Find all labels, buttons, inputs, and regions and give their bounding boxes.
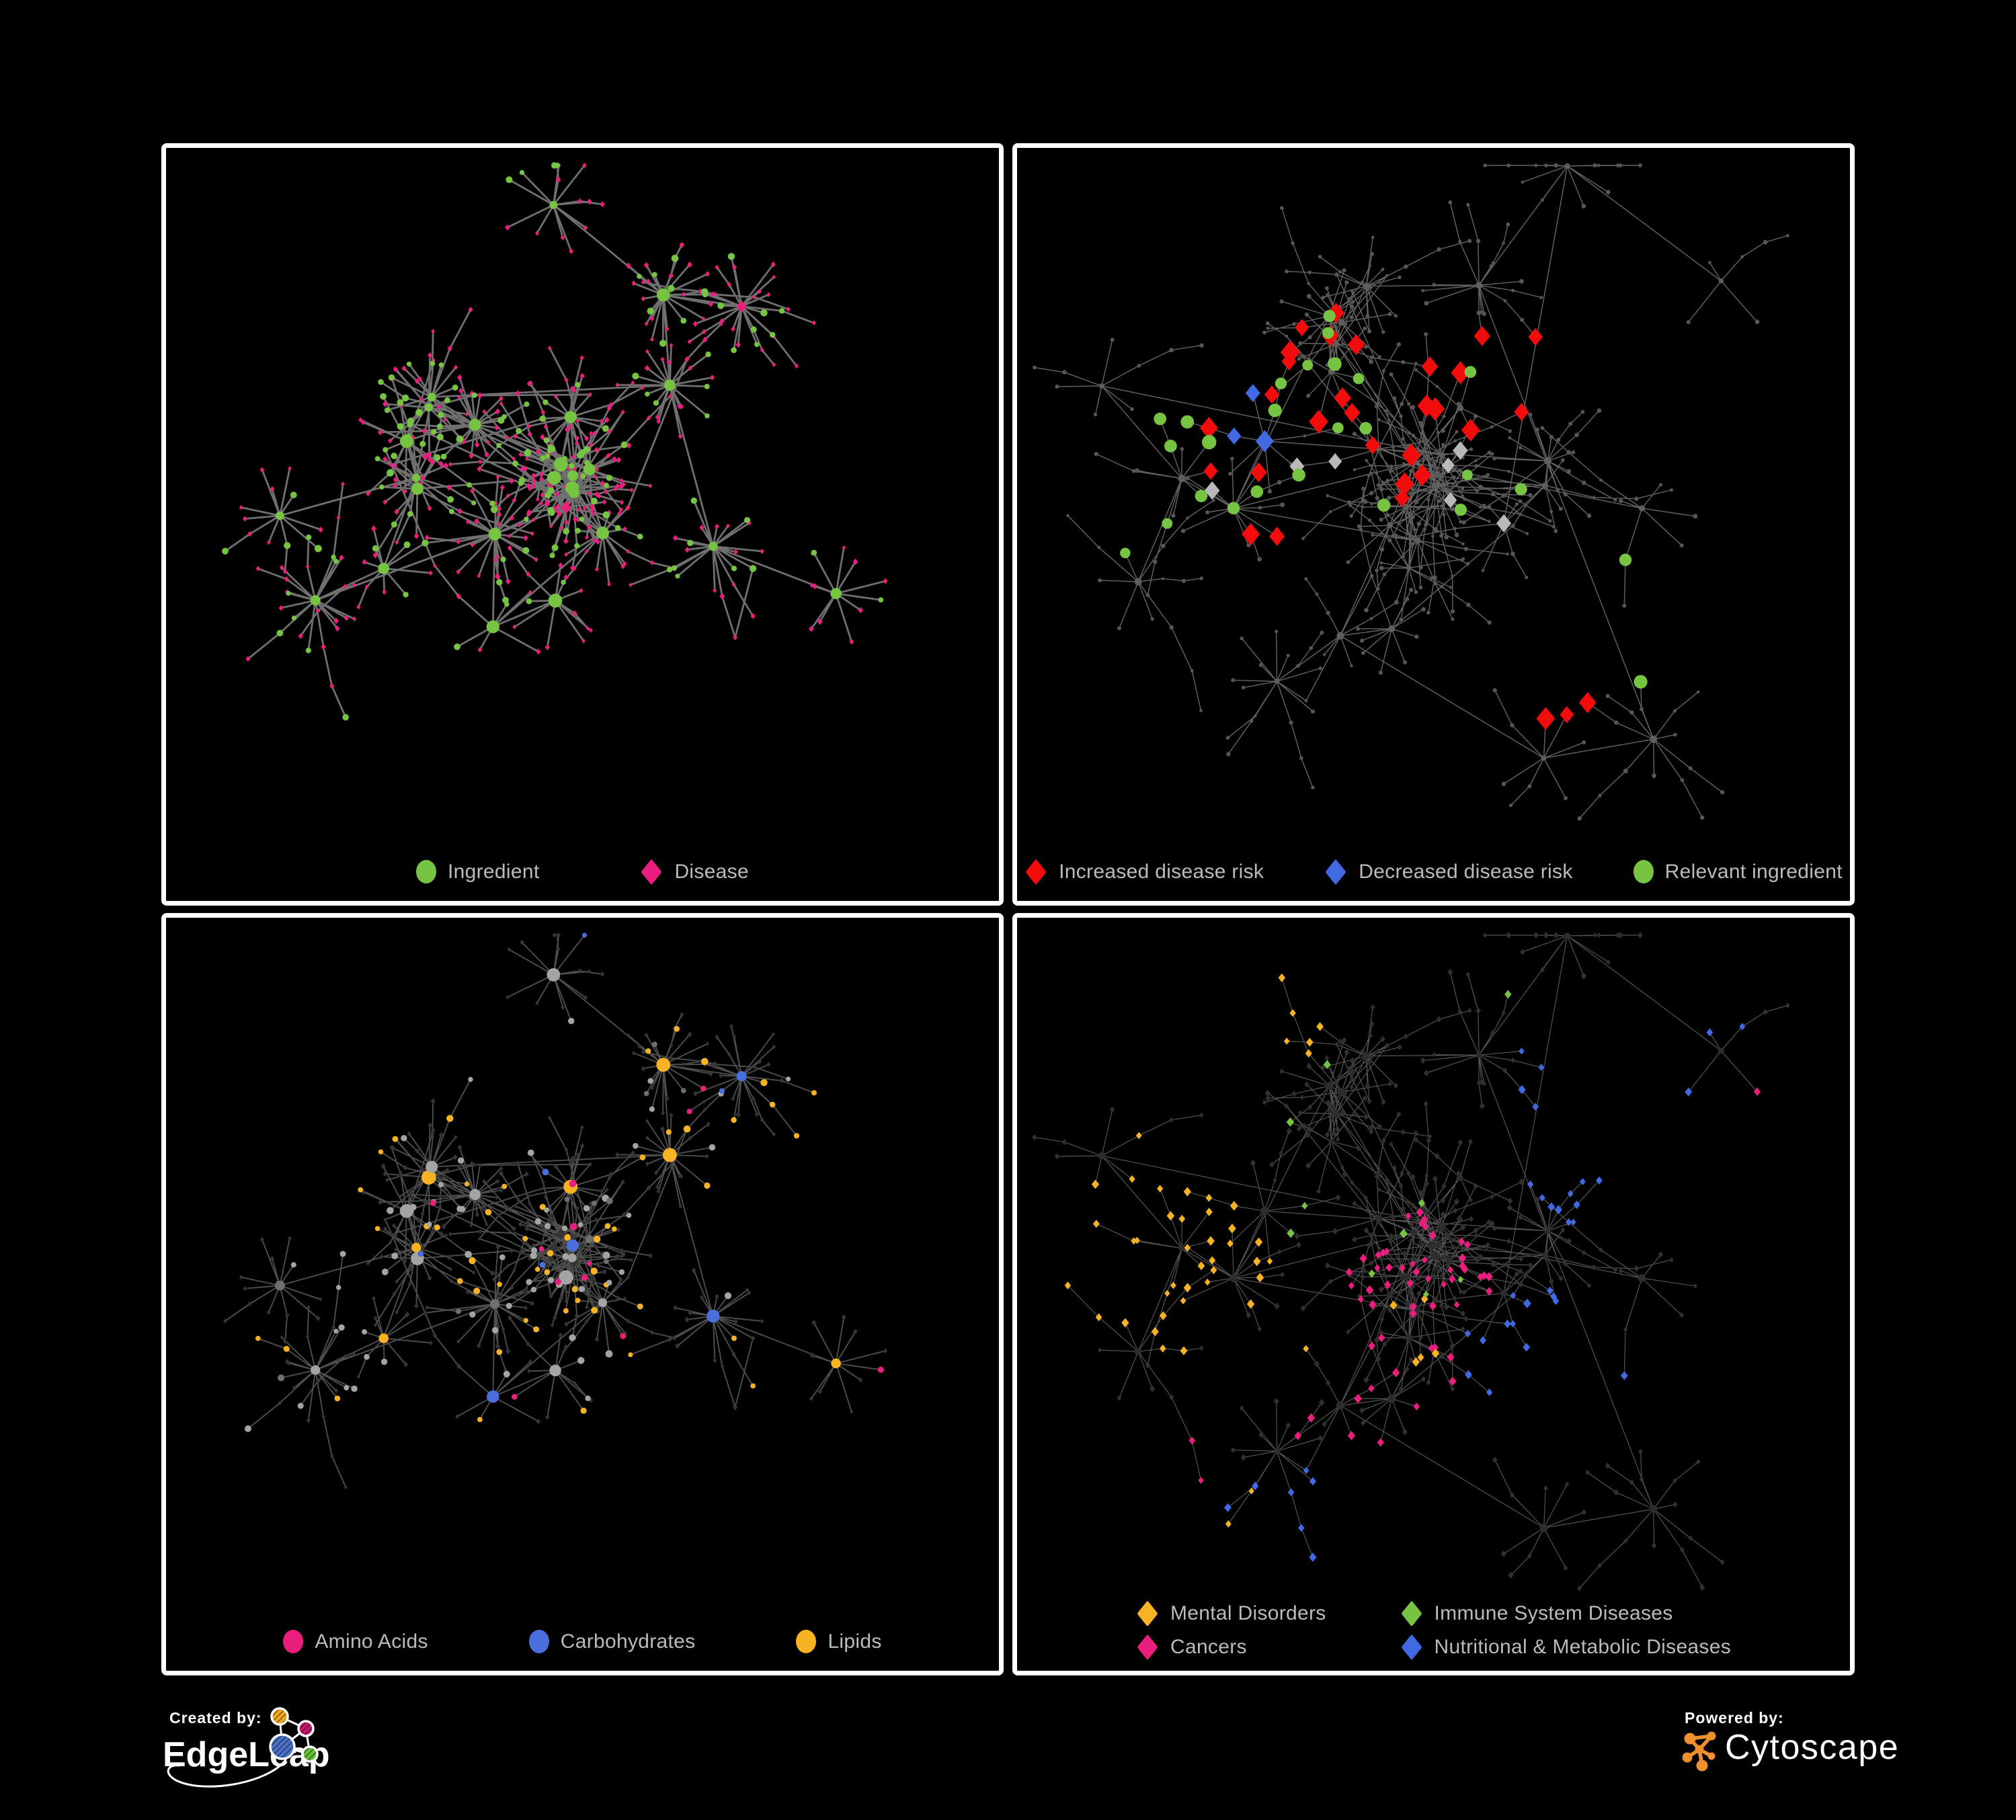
legend-item: Decreased disease risk (1324, 859, 1573, 885)
legend-disease-groups: Mental Disorders Immune System Diseases Ca… (1024, 1600, 1843, 1661)
legend-item: Cancers (1136, 1634, 1247, 1661)
legend-ingredient-disease: Ingredient Disease (173, 859, 992, 885)
circle-marker-icon (283, 1630, 304, 1653)
edgeleap-node-green (301, 1745, 319, 1763)
diamond-nodes-layer (1032, 931, 1790, 1591)
legend-item: Relevant ingredient (1633, 860, 1843, 883)
panel-disease-group-network: Mental Disorders Immune System Diseases Ca… (1012, 913, 1855, 1675)
edgeleap-logo: Created by: EdgeLeap (163, 1707, 330, 1788)
legend-nutrient-classes: Amino Acids Carbohydrates Lipids (173, 1630, 992, 1653)
legend-item: Increased disease risk (1024, 859, 1264, 885)
cytoscape-wordmark: Cytoscape (1725, 1728, 1899, 1767)
legend-label: Ingredient (448, 860, 540, 883)
edges-layer (225, 935, 886, 1488)
legend-item: Immune System Diseases (1400, 1600, 1673, 1627)
legend-disease-risk: Increased disease risk Decreased disease … (1024, 859, 1843, 885)
diamond-marker-icon (1325, 859, 1346, 885)
highlight-diamond-nodes-layer (1227, 384, 1274, 452)
legend-label: Disease (674, 860, 749, 883)
created-by-label: Created by: (169, 1709, 262, 1727)
legend-label: Increased disease risk (1059, 860, 1264, 883)
diamond-marker-icon (1025, 859, 1047, 885)
powered-by-credit: Powered by: Cytoscape (1675, 1701, 1904, 1785)
edgeleap-network-icon (269, 1707, 319, 1763)
legend-item: Amino Acids (283, 1630, 428, 1653)
diamond-marker-icon (1137, 1600, 1158, 1627)
diamond-marker-icon (1137, 1634, 1158, 1661)
legend-item: Mental Disorders (1136, 1600, 1326, 1627)
legend-item: Disease (640, 859, 749, 885)
powered-by-label: Powered by: (1685, 1709, 1784, 1727)
diamond-marker-icon (1400, 1634, 1422, 1661)
network-graph-ingredient-disease (222, 162, 888, 721)
circle-marker-icon (416, 860, 437, 883)
cytoscape-logo-icon (1682, 1731, 1716, 1772)
legend-label: Carbohydrates (560, 1630, 696, 1653)
edgeleap-swoosh (167, 1759, 287, 1788)
cytoscape-logo: Powered by: Cytoscape (1682, 1709, 1899, 1772)
edges-layer (225, 164, 886, 718)
legend-label: Lipids (828, 1630, 882, 1653)
edgeleap-node-magenta (297, 1720, 315, 1737)
legend-label: Decreased disease risk (1359, 860, 1573, 883)
legend-item: Ingredient (416, 860, 539, 883)
legend-label: Nutritional & Metabolic Diseases (1434, 1636, 1731, 1658)
circle-marker-icon (796, 1630, 817, 1653)
created-by-credit: Created by: EdgeLeap (161, 1701, 383, 1812)
panel-nutrient-class-network: Amino Acids Carbohydrates Lipids (161, 913, 1004, 1675)
network-graph-nutrient-classes (223, 933, 888, 1490)
legend-label: Relevant ingredient (1664, 860, 1843, 883)
highlight-diamond-nodes-layer (1286, 990, 1512, 1298)
legend-label: Amino Acids (315, 1630, 428, 1653)
legend-item: Carbohydrates (528, 1630, 696, 1653)
diamond-marker-icon (1400, 1600, 1422, 1627)
legend-label: Mental Disorders (1170, 1602, 1326, 1624)
edgeleap-node-blue (269, 1733, 296, 1760)
legend-label: Cancers (1170, 1636, 1247, 1658)
panel-disease-risk-network: Increased disease risk Decreased disease … (1012, 143, 1855, 906)
diamond-nodes-layer (223, 933, 888, 1490)
panel-ingredient-disease-network: Ingredient Disease (161, 143, 1004, 906)
highlight-diamond-nodes-layer (1224, 1023, 1746, 1562)
network-graph-disease-groups (1032, 931, 1790, 1591)
diamond-marker-icon (641, 859, 663, 885)
circle-marker-icon (1633, 860, 1654, 883)
edgeleap-node-orange (270, 1707, 289, 1726)
circle-marker-icon (528, 1630, 549, 1653)
legend-item: Lipids (796, 1630, 881, 1653)
legend-item: Nutritional & Metabolic Diseases (1400, 1634, 1731, 1661)
highlight-circle-nodes-layer (1120, 309, 1648, 689)
network-graph-disease-risk (1033, 163, 1789, 821)
circle-nodes-layer (1033, 163, 1789, 821)
legend-label: Immune System Diseases (1434, 1602, 1673, 1624)
